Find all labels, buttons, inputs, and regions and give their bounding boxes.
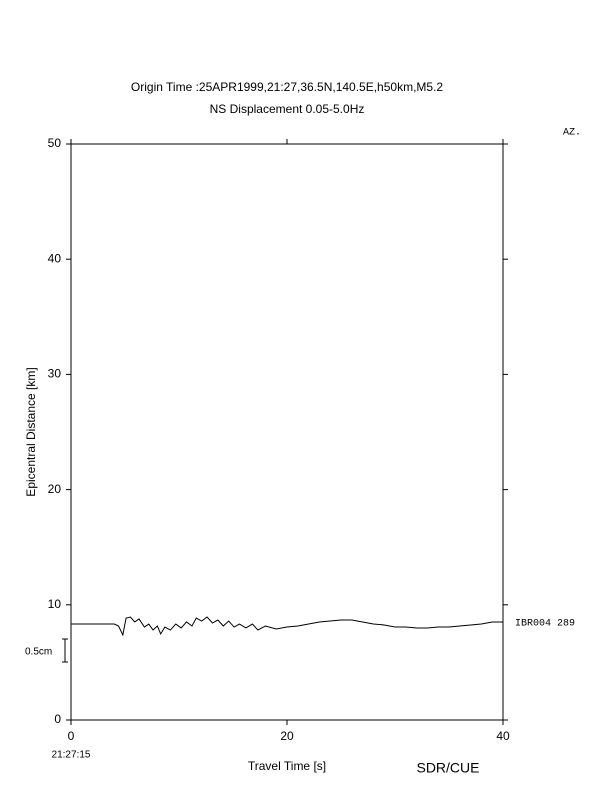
- y-tick-label: 40: [48, 251, 62, 265]
- x-tick-label: 0: [68, 729, 75, 743]
- y-tick-label: 50: [48, 136, 62, 150]
- y-tick-label: 10: [48, 597, 62, 611]
- plot-frame: [70, 143, 504, 721]
- azimuth-header: AZ.: [563, 128, 581, 139]
- footer: SDR/CUE: [416, 760, 479, 776]
- y-tick-label: 20: [48, 482, 62, 496]
- y-axis-label: Epicentral Distance [km]: [24, 367, 38, 496]
- y-tick-label: 30: [48, 367, 62, 381]
- trace: [71, 616, 503, 637]
- x-axis-label: Travel Time [s]: [248, 759, 326, 773]
- x-tick-label: 40: [496, 729, 510, 743]
- y-tick-label: 0: [54, 712, 61, 726]
- x-tick-label: 20: [280, 729, 294, 743]
- chart-subtitle: NS Displacement 0.05-5.0Hz: [210, 102, 365, 116]
- scale-bar: [62, 638, 68, 663]
- trace-label: IBR004 289: [515, 619, 575, 630]
- chart-title: Origin Time :25APR1999,21:27,36.5N,140.5…: [131, 80, 444, 94]
- scale-label: 0.5cm: [25, 647, 52, 658]
- start-time: 21:27:15: [52, 750, 91, 761]
